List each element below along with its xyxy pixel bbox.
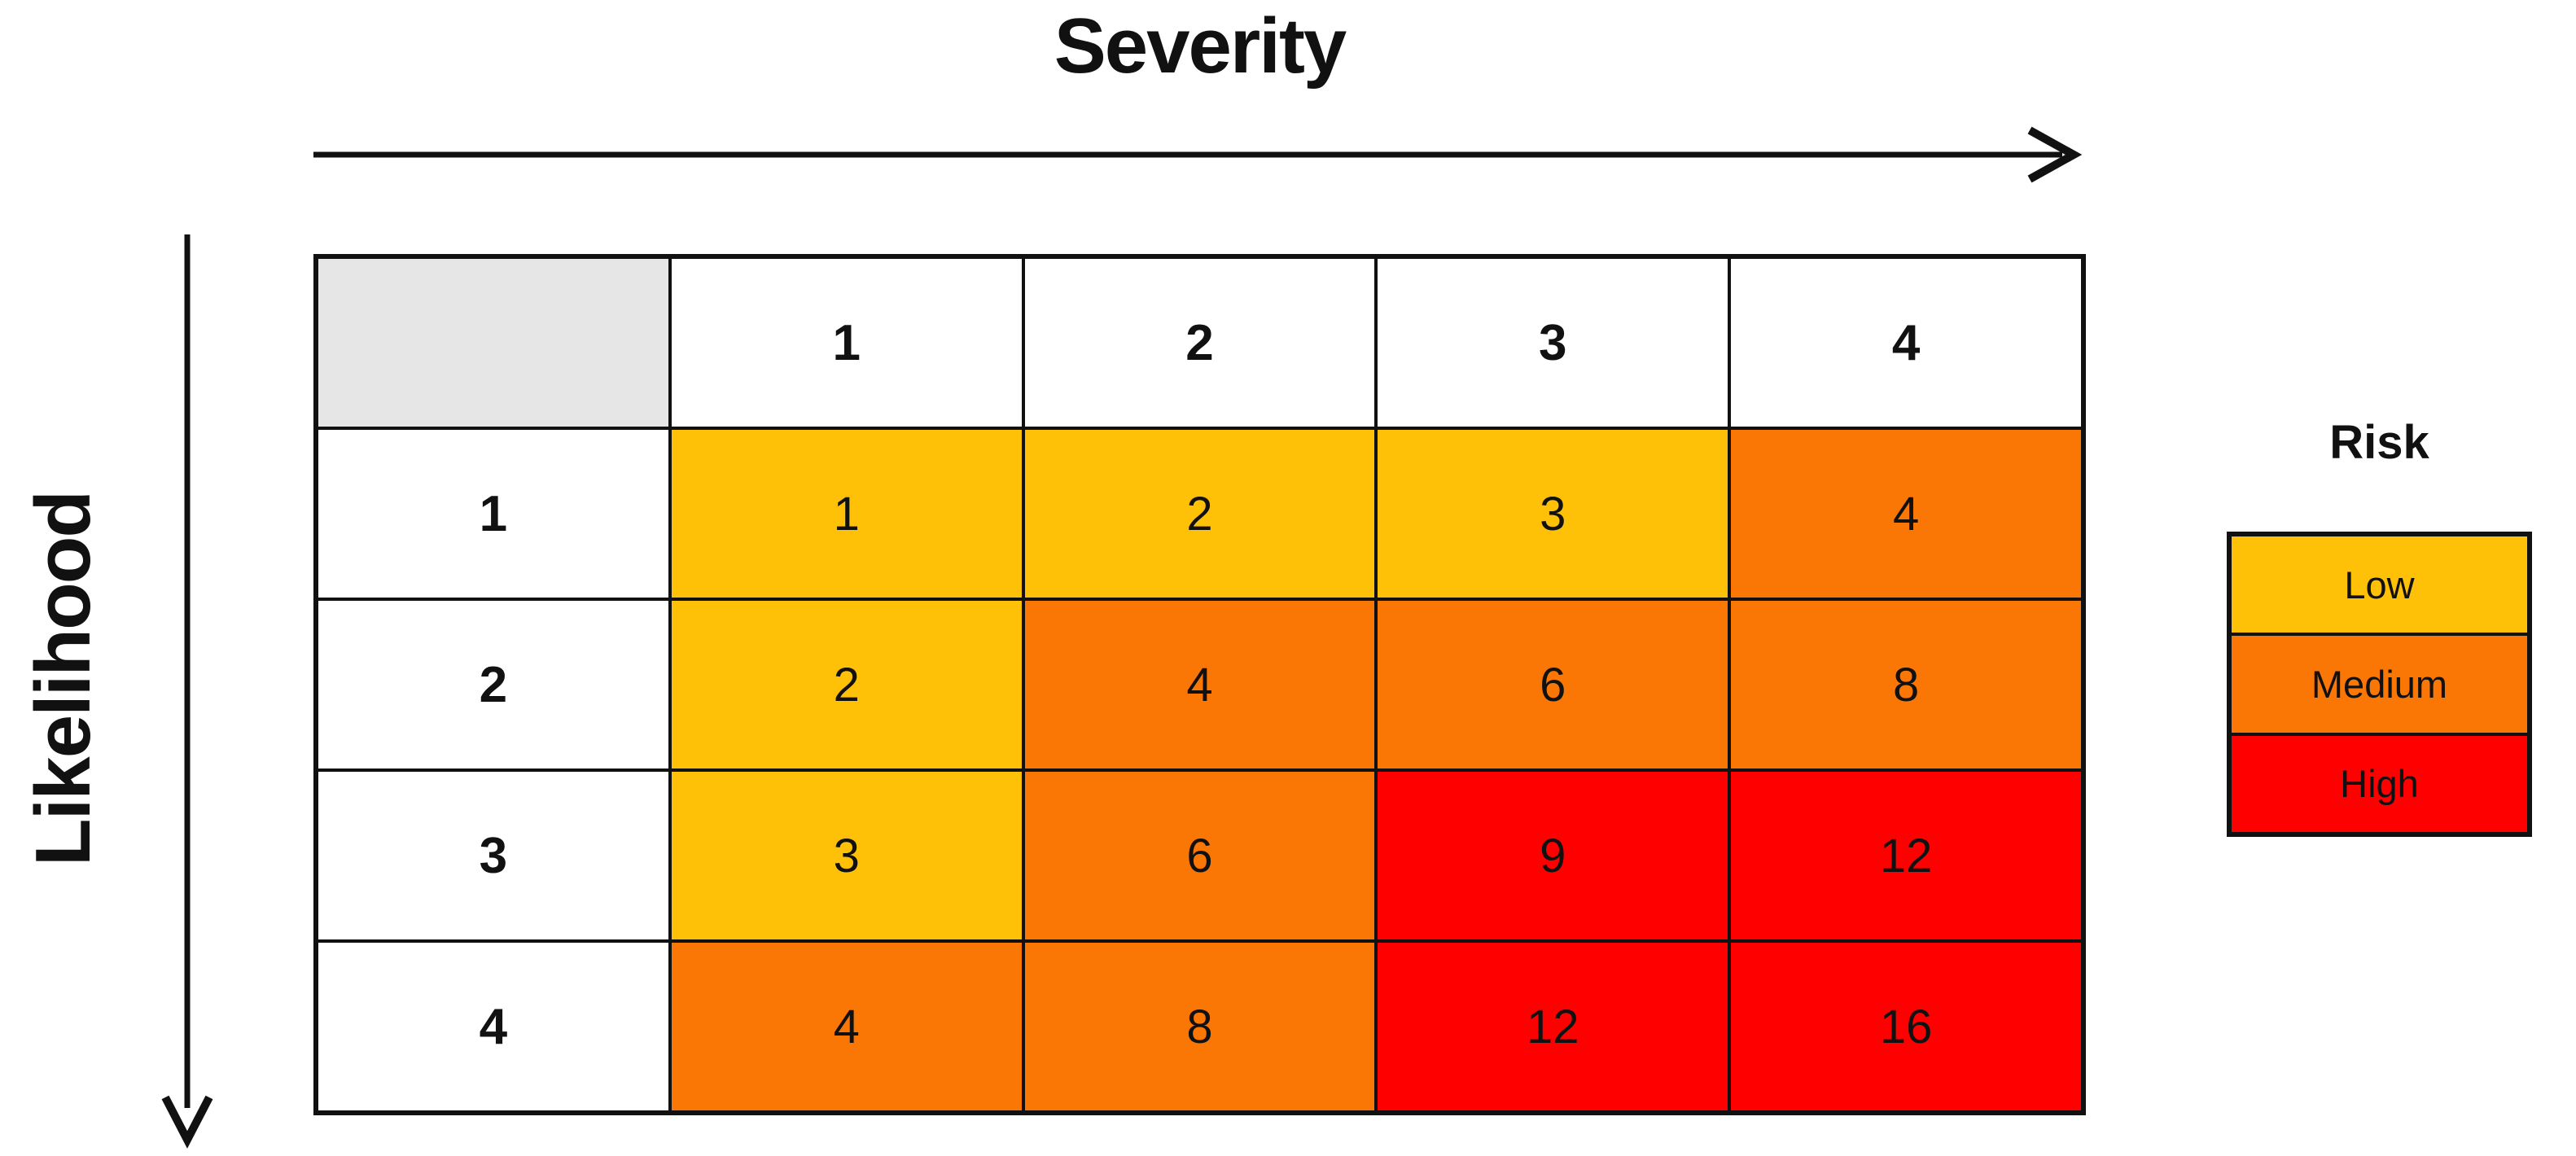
matrix-row-header-2: 2 xyxy=(317,599,670,770)
matrix-cell-r2-c2: 4 xyxy=(1023,599,1377,770)
matrix-col-header-3: 3 xyxy=(1376,257,1730,428)
likelihood-axis-arrow-icon xyxy=(161,234,213,1149)
legend-item-low: Low xyxy=(2230,535,2529,635)
matrix-corner-cell xyxy=(317,257,670,428)
matrix-cell-r1-c1: 1 xyxy=(669,428,1023,599)
risk-matrix-grid: 1 2 3 4 1 1 2 3 4 2 2 4 6 8 3 3 6 9 12 4 4 8 12 16 xyxy=(313,254,2086,1115)
risk-legend: Low Medium High xyxy=(2227,532,2532,837)
matrix-cell-r3-c3: 9 xyxy=(1376,770,1730,941)
matrix-cell-r2-c3: 6 xyxy=(1376,599,1730,770)
matrix-row-header-4: 4 xyxy=(317,941,670,1112)
severity-axis-arrow-icon xyxy=(313,126,2083,183)
matrix-col-header-2: 2 xyxy=(1023,257,1377,428)
matrix-cell-r2-c1: 2 xyxy=(669,599,1023,770)
likelihood-axis-title: Likelihood xyxy=(20,492,107,866)
matrix-cell-r1-c2: 2 xyxy=(1023,428,1377,599)
matrix-cell-r3-c1: 3 xyxy=(669,770,1023,941)
legend-item-high: High xyxy=(2230,733,2529,834)
matrix-col-header-4: 4 xyxy=(1729,257,2083,428)
matrix-cell-r4-c4: 16 xyxy=(1729,941,2083,1112)
matrix-cell-r2-c4: 8 xyxy=(1729,599,2083,770)
legend-title: Risk xyxy=(2329,416,2429,469)
matrix-cell-r4-c3: 12 xyxy=(1376,941,1730,1112)
severity-axis-title: Severity xyxy=(1054,2,1347,90)
legend-item-medium: Medium xyxy=(2230,634,2529,734)
matrix-cell-r1-c3: 3 xyxy=(1376,428,1730,599)
matrix-cell-r3-c2: 6 xyxy=(1023,770,1377,941)
matrix-col-header-1: 1 xyxy=(669,257,1023,428)
matrix-cell-r4-c2: 8 xyxy=(1023,941,1377,1112)
matrix-row-header-1: 1 xyxy=(317,428,670,599)
matrix-row-header-3: 3 xyxy=(317,770,670,941)
matrix-cell-r4-c1: 4 xyxy=(669,941,1023,1112)
matrix-cell-r1-c4: 4 xyxy=(1729,428,2083,599)
matrix-cell-r3-c4: 12 xyxy=(1729,770,2083,941)
